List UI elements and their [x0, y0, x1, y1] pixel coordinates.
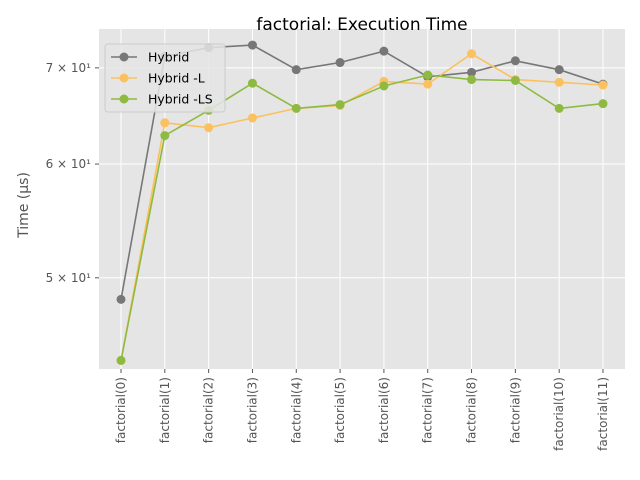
- data-point: [467, 49, 477, 59]
- legend-label: Hybrid: [148, 50, 189, 65]
- legend-swatch-marker: [119, 52, 129, 62]
- x-tick-label: factorial(3): [245, 377, 259, 443]
- legend-label: Hybrid -LS: [148, 92, 213, 107]
- legend-swatch-marker: [119, 94, 129, 104]
- data-point: [554, 103, 564, 113]
- data-point: [467, 67, 477, 77]
- y-tick-label: 5 × 10¹: [46, 271, 92, 285]
- data-point: [335, 100, 345, 110]
- y-axis: 5 × 10¹ 6 × 10¹ 7 × 10¹: [46, 61, 99, 285]
- data-point: [510, 56, 520, 66]
- data-point: [467, 75, 477, 85]
- data-point: [116, 294, 126, 304]
- legend-label: Hybrid -L: [148, 71, 205, 86]
- data-point: [204, 123, 214, 133]
- data-point: [510, 75, 520, 85]
- x-tick-label: factorial(1): [158, 377, 172, 443]
- data-point: [291, 65, 301, 75]
- y-tick-label: 6 × 10¹: [46, 157, 92, 171]
- y-axis-label: Time (µs): [16, 172, 32, 239]
- data-point: [379, 81, 389, 91]
- x-tick-label: factorial(5): [333, 377, 347, 443]
- x-tick-label: factorial(6): [377, 377, 391, 443]
- data-point: [598, 99, 608, 109]
- x-tick-label: factorial(11): [596, 377, 610, 451]
- x-tick-label: factorial(7): [421, 377, 435, 443]
- data-point: [116, 355, 126, 365]
- data-point: [423, 70, 433, 80]
- data-point: [247, 78, 257, 88]
- data-point: [160, 131, 170, 141]
- x-tick-label: factorial(9): [508, 377, 522, 443]
- chart-title: factorial: Execution Time: [256, 15, 467, 35]
- x-tick-label: factorial(4): [289, 377, 303, 443]
- x-tick-label: factorial(8): [465, 377, 479, 443]
- data-point: [335, 58, 345, 68]
- data-point: [247, 40, 257, 50]
- y-tick-label: 7 × 10¹: [46, 61, 92, 75]
- data-point: [554, 65, 564, 75]
- legend-frame: [104, 43, 226, 113]
- x-tick-label: factorial(10): [552, 377, 566, 451]
- series-line: [120, 52, 604, 361]
- data-point: [160, 118, 170, 128]
- legend-item: Hybrid -L: [111, 71, 205, 86]
- series-2: [116, 70, 608, 365]
- x-tick-label: factorial(0): [114, 377, 128, 443]
- data-point: [291, 103, 301, 113]
- x-tick-label: factorial(2): [202, 377, 216, 443]
- legend-item: Hybrid: [111, 50, 189, 65]
- data-point: [423, 79, 433, 89]
- legend-item: Hybrid -LS: [111, 92, 213, 107]
- data-point: [554, 77, 564, 87]
- data-point: [598, 80, 608, 90]
- data-point: [379, 46, 389, 56]
- legend: Hybrid Hybrid -L Hybrid -LS: [104, 43, 226, 113]
- legend-swatch-marker: [119, 73, 129, 83]
- x-axis: factorial(0) factorial(1) factorial(2) fact…: [114, 369, 610, 451]
- data-point: [247, 113, 257, 123]
- series-line: [120, 74, 604, 361]
